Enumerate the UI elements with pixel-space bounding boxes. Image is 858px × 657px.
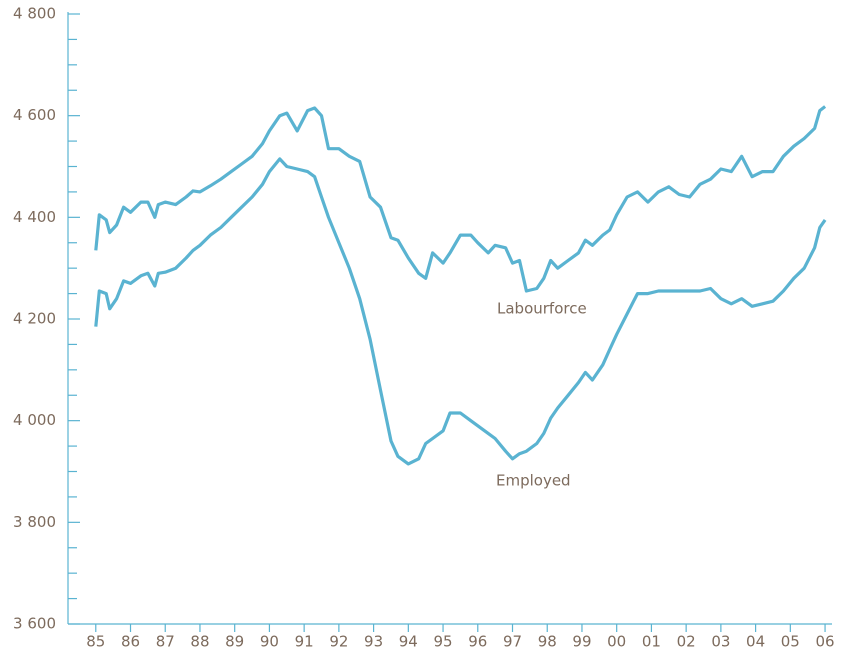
y-tick-label: 4 400	[13, 208, 56, 226]
x-tick-label: 04	[746, 633, 765, 651]
x-tick-label: 90	[260, 633, 279, 651]
x-tick-label: 02	[677, 633, 696, 651]
x-tick-label: 88	[190, 633, 209, 651]
x-tick-label: 86	[121, 633, 140, 651]
x-tick-label: 91	[295, 633, 314, 651]
x-tick-label: 93	[364, 633, 383, 651]
y-tick-label: 4 000	[13, 411, 56, 429]
x-tick-label: 98	[538, 633, 557, 651]
series-label: Employed	[496, 472, 571, 490]
x-tick-label: 95	[434, 633, 453, 651]
y-tick-label: 4 600	[13, 106, 56, 124]
series-label: Labourforce	[497, 300, 587, 318]
series-line	[94, 105, 827, 293]
y-tick-label: 3 600	[13, 615, 56, 633]
x-tick-label: 85	[86, 633, 105, 651]
y-tick-label: 3 800	[13, 513, 56, 531]
x-tick-label: 03	[711, 633, 730, 651]
x-tick-label: 05	[781, 633, 800, 651]
x-tick-label: 94	[399, 633, 418, 651]
x-tick-label: 06	[816, 633, 835, 651]
y-tick-label: 4 200	[13, 310, 56, 328]
x-tick-label: 97	[503, 633, 522, 651]
x-tick-label: 92	[329, 633, 348, 651]
x-tick-label: 87	[156, 633, 175, 651]
series-line	[94, 157, 827, 466]
x-tick-label: 99	[572, 633, 591, 651]
y-tick-label: 4 800	[13, 5, 56, 23]
x-tick-label: 01	[642, 633, 661, 651]
x-tick-label: 96	[468, 633, 487, 651]
x-tick-label: 00	[607, 633, 626, 651]
x-tick-label: 89	[225, 633, 244, 651]
